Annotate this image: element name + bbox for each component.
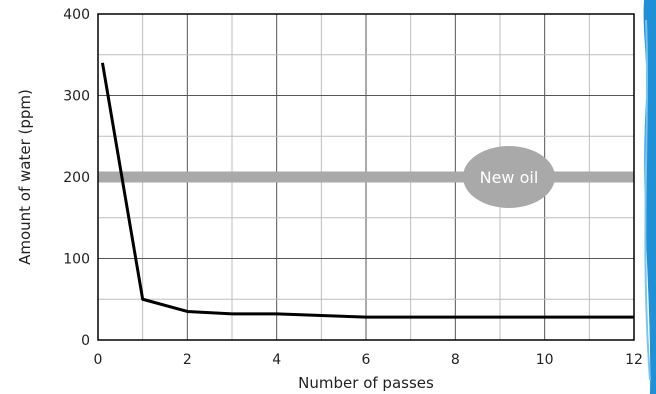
tick-labels: 0 2 4 6 8 10 12 0 100 200 300 400 [63,7,643,368]
x-axis-title: Number of passes [298,374,434,392]
plot-frame [97,13,635,341]
new-oil-label-bubble [462,146,555,208]
x-tick-label: 8 [451,352,460,368]
edge-stripe-highlight [644,19,651,381]
edge-stripe-decoration [643,0,656,394]
series-layer [100,62,634,319]
new-oil-label: New oil [480,168,539,187]
series-line-0 [100,62,634,319]
axes [97,13,635,341]
y-tick-label: 400 [63,7,90,23]
x-tick-label: 10 [536,352,554,368]
y-tick-label: 100 [63,252,90,268]
x-tick-label: 0 [94,352,103,368]
y-tick-label: 300 [63,89,90,105]
reference-band-layer: New oil [98,146,634,208]
x-tick-label: 4 [272,352,281,368]
y-tick-label: 200 [63,170,90,186]
x-tick-label: 2 [183,352,192,368]
y-axis-title: Amount of water (ppm) [16,89,34,265]
y-tick-label: 0 [81,333,90,349]
x-tick-label: 12 [625,352,643,368]
x-tick-label: 6 [362,352,371,368]
